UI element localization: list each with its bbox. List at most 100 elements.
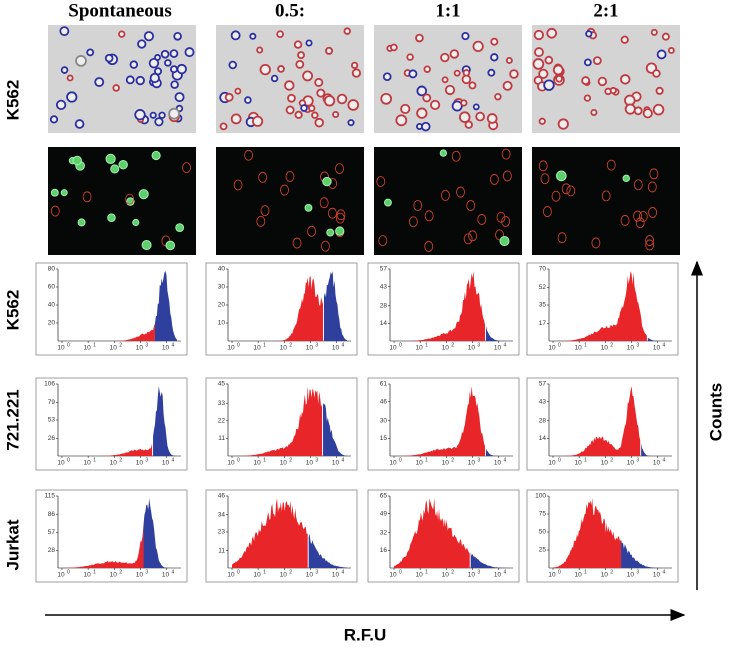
y-tick-label: 45 (218, 381, 226, 388)
x-tick-exponent: 2 (289, 569, 292, 575)
x-tick-label: 10 (162, 572, 170, 579)
cell (154, 67, 163, 76)
column-header: Spontaneous (68, 0, 172, 21)
y-tick-label: 22 (218, 418, 226, 425)
cell (533, 29, 544, 41)
cell (422, 93, 432, 103)
y-tick-label: 28 (380, 302, 388, 309)
x-tick-exponent: 2 (610, 457, 613, 463)
x-tick-exponent: 3 (315, 457, 318, 463)
cell (390, 43, 398, 52)
x-tick-label: 10 (332, 460, 340, 467)
x-tick-exponent: 1 (425, 342, 428, 348)
x-tick-exponent: 0 (237, 569, 240, 575)
cell (538, 117, 546, 125)
cell (323, 95, 336, 107)
cell (502, 80, 513, 91)
fluorescence-image (374, 147, 522, 255)
x-tick-label: 10 (653, 460, 661, 467)
cell (284, 80, 295, 91)
cell (661, 32, 670, 41)
dead-cell (606, 159, 616, 171)
histogram-area (153, 386, 177, 456)
cell (311, 111, 319, 119)
live-cell (622, 174, 630, 183)
dead-cell (413, 200, 423, 211)
cell (314, 77, 324, 87)
x-tick-exponent: 4 (663, 342, 666, 348)
dead-cell (601, 190, 611, 202)
y-tick-label: 40 (48, 302, 56, 309)
dead-cell (557, 232, 567, 244)
cell (75, 55, 87, 67)
dead-cell (620, 215, 630, 226)
cell (464, 120, 473, 129)
x-tick-label: 10 (280, 460, 288, 467)
live-cell (60, 189, 68, 197)
y-tick-label: 52 (539, 284, 547, 291)
x-tick-exponent: 0 (67, 342, 70, 348)
histogram-area (553, 498, 622, 568)
cell (583, 94, 592, 102)
cell (135, 75, 145, 86)
x-tick-exponent: 0 (67, 457, 70, 463)
dead-cell (540, 173, 550, 185)
y-tick-label: 46 (218, 493, 226, 500)
dead-cell (645, 239, 655, 251)
histogram-area (143, 498, 177, 568)
x-tick-label: 10 (306, 460, 314, 467)
histogram-area (232, 386, 323, 456)
dead-cell (538, 160, 548, 172)
dead-cell (336, 209, 346, 221)
x-tick-exponent: 3 (636, 342, 639, 348)
y-tick-label: 17 (539, 320, 547, 327)
dead-cell (244, 149, 253, 161)
cell (316, 88, 326, 98)
x-tick-label: 10 (494, 460, 502, 467)
cell (295, 59, 305, 69)
cell (270, 74, 279, 83)
y-tick-label: 20 (218, 302, 226, 309)
cell (440, 52, 450, 63)
dead-cell (502, 170, 512, 182)
x-tick-exponent: 1 (93, 342, 96, 348)
dead-cell (463, 233, 473, 245)
x-tick-exponent: 2 (119, 342, 122, 348)
dead-cell (551, 190, 561, 202)
cell (406, 53, 414, 61)
x-tick-label: 10 (84, 460, 92, 467)
cell (534, 47, 544, 58)
live-cell (322, 176, 332, 187)
cell (276, 30, 284, 39)
x-tick-exponent: 4 (663, 457, 666, 463)
cell (256, 46, 264, 54)
x-tick-label: 10 (442, 572, 450, 579)
histogram-area (486, 448, 509, 456)
cell (461, 31, 470, 41)
dead-cell (456, 186, 465, 198)
column-header: 2:1 (593, 0, 618, 21)
histogram-area (621, 539, 668, 568)
dead-cell (633, 179, 643, 191)
x-tick-label: 10 (468, 572, 476, 579)
live-cell (326, 228, 335, 237)
x-tick-exponent: 4 (504, 342, 507, 348)
cell (66, 74, 74, 82)
dead-cell (561, 183, 571, 195)
cell (293, 40, 303, 49)
histogram-area (323, 402, 347, 456)
cell (148, 57, 160, 69)
histogram-area (308, 534, 347, 568)
cell (475, 111, 485, 122)
cell (544, 55, 554, 65)
cell (134, 109, 146, 121)
x-tick-label: 10 (389, 572, 397, 579)
cell (543, 79, 555, 91)
x-tick-exponent: 1 (263, 342, 266, 348)
dead-cell (566, 185, 576, 197)
dead-cell (321, 240, 330, 252)
x-tick-label: 10 (162, 345, 170, 352)
dead-cell (233, 179, 243, 191)
dead-cell (50, 205, 60, 217)
x-tick-exponent: 2 (451, 457, 454, 463)
